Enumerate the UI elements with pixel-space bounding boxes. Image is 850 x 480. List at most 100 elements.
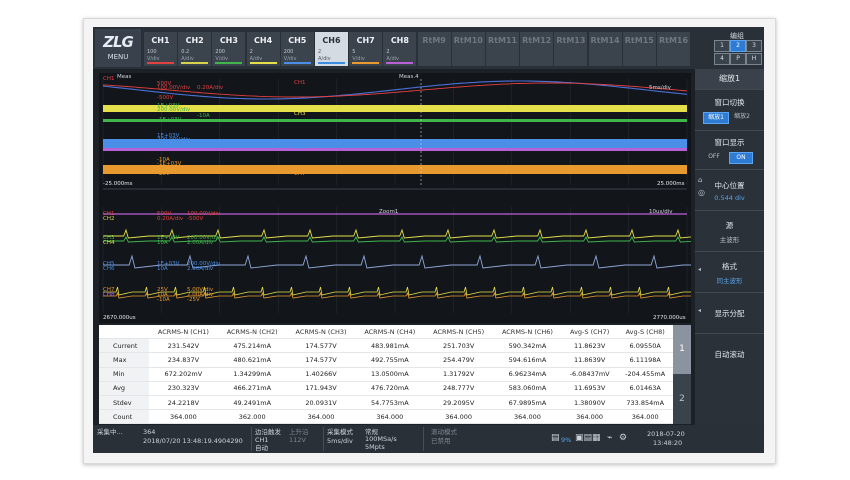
display-on-option[interactable]: ON [729, 152, 753, 164]
channel-button-ch3[interactable]: CH3 200 V/div [211, 32, 246, 66]
table-pager: 1 2 [673, 325, 691, 424]
source-section[interactable]: 源 主波形 [695, 210, 764, 251]
channel-button-rtm12[interactable]: RtM12 [519, 32, 554, 66]
group-button-1[interactable]: 1 [714, 40, 730, 52]
table-cell: 364.000 [493, 409, 562, 425]
center-position-value: 0.544 div [714, 194, 745, 202]
acq-mode-label[interactable]: 采集模式 [327, 428, 353, 436]
center-position-section[interactable]: ⌂ ◎ 中心位置 0.544 div [695, 169, 764, 210]
trigger-type[interactable]: 边沿触发 [255, 428, 281, 436]
channel-button-rtm14[interactable]: RtM14 [587, 32, 622, 66]
main-ch7-scale-label: -25V [157, 171, 170, 177]
format-section[interactable]: ◂ 格式 同主波形 [695, 251, 764, 292]
display-split-section[interactable]: ◂ 显示分配 [695, 292, 764, 333]
table-cell: 364.000 [561, 409, 618, 425]
menu-button[interactable]: ZLG MENU [95, 29, 141, 67]
channel-button-rtm15[interactable]: RtM15 [621, 32, 656, 66]
row-label: Count [99, 409, 149, 425]
channel-button-ch6[interactable]: CH6 2 A/div [314, 32, 348, 66]
table-cell: 13.0500mA [355, 367, 425, 382]
table-cell: 11.8623V [561, 338, 618, 354]
table-cell: 6.96234mA [493, 367, 562, 382]
display-off-option[interactable]: OFF [708, 153, 720, 160]
main-trace-name: CH5 [103, 141, 115, 147]
scroll-mode-value: 已禁用 [431, 437, 451, 445]
group-label: 编组 [730, 32, 744, 40]
table-cell: -6.08437mV [561, 367, 618, 382]
channel-button-rtm10[interactable]: RtM10 [450, 32, 485, 66]
zoom-bot-scale-label: -25V [187, 297, 200, 303]
channel-unit: A/div [318, 56, 331, 62]
main-ch1-scale-label: -500V [157, 95, 174, 101]
table-header-cell [99, 325, 149, 340]
main-ch1-scale-label: 0.20A/div [197, 85, 224, 91]
table-cell: 11.6953V [561, 381, 618, 396]
table-cell: 174.577V [286, 352, 356, 368]
page-1-button[interactable]: 1 [673, 325, 691, 374]
row-label: Max [99, 352, 149, 368]
main-ch3-scale-label: -10A [197, 113, 210, 119]
normal-label: 常规 [365, 428, 378, 436]
channel-button-rtm9[interactable]: RtM9 [416, 32, 451, 66]
main-ch7-scale-label: -10A [157, 157, 170, 163]
zoom-top-scale-label: 100.00V/div [187, 211, 221, 217]
rise-value: 112V [289, 436, 306, 444]
channel-unit: A/div [181, 56, 194, 62]
channel-scale: 2 [318, 49, 322, 55]
status-time: 13:48:20 [653, 439, 683, 447]
channel-button-ch4[interactable]: CH4 2 A/div [245, 32, 280, 66]
group-button-2[interactable]: 2 [730, 40, 746, 52]
table-cell: 6.09550A [617, 338, 673, 354]
table-cell: 49.2491mA [217, 395, 287, 411]
channel-button-ch2[interactable]: CH2 0.2 A/div [177, 32, 212, 66]
channel-name: CH5 [288, 36, 307, 45]
table-cell: 492.755mA [355, 352, 425, 368]
waveform-display[interactable]: Meas Meas.4 5ms/div -25.000ms 25.000ms 5… [99, 73, 742, 323]
table-header-cell: ACRMS-N (CH2) [217, 325, 287, 340]
auto-scroll-section[interactable]: 自动滚动 [695, 333, 764, 374]
ch3-trace-band [103, 105, 687, 112]
table-cell: 364.000 [286, 409, 356, 425]
table-row: Current 231.542V 475.214mA 174.577V 483.981m… [99, 338, 673, 354]
zoom-left-time: 2670.000us [103, 315, 136, 321]
zoom-trace-name: CH1 [103, 211, 115, 217]
table-header-cell: Avg-S (CH7) [561, 325, 618, 340]
zoom-trace-name: CH7 [103, 287, 115, 293]
channel-button-ch1[interactable]: CH1 100 V/div [143, 32, 177, 66]
display-split-label: 显示分配 [714, 309, 745, 318]
group-button-3[interactable]: 3 [746, 40, 762, 52]
zoom2-option[interactable]: 缩放2 [734, 113, 750, 120]
channel-name: RtM11 [487, 36, 518, 45]
window-display-section[interactable]: 窗口显示 OFF ON [695, 130, 764, 169]
channel-button-rtm11[interactable]: RtM11 [485, 32, 519, 66]
table-cell: 234.837V [148, 352, 218, 368]
status-date: 2018-07-20 [647, 430, 685, 438]
center-position-label: 中心位置 [714, 181, 745, 190]
channel-name: CH7 [356, 36, 375, 45]
panel-title: 缩放1 [695, 69, 764, 89]
zoom-low-scale-label: 200.00V/div [187, 261, 221, 267]
table-cell: 475.214mA [217, 338, 287, 354]
table-cell: 6.11198A [617, 352, 673, 368]
table-cell: 6.01463A [617, 381, 673, 396]
table-cell: 362.000 [217, 409, 287, 425]
group-button-p[interactable]: P [730, 53, 746, 65]
window-switch-section[interactable]: 窗口切换 缩放1 缩放2 [695, 89, 764, 130]
zlg-logo-icon: ZLG [103, 33, 134, 51]
row-label: Min [99, 367, 149, 382]
group-button-4[interactable]: 4 [714, 53, 730, 65]
row-label: Avg [99, 381, 149, 396]
ch2-sine-trace [102, 82, 688, 98]
zoom-trace-name: CH2 [103, 216, 115, 222]
zoom1-option[interactable]: 缩放1 [703, 112, 729, 124]
menu-label: MENU [107, 53, 129, 61]
channel-button-ch7[interactable]: CH7 5 V/div [348, 32, 383, 66]
channel-button-ch8[interactable]: CH8 2 A/div [382, 32, 417, 66]
zoom-right-time: 2770.000us [653, 315, 686, 321]
zoom-bot-scale-label: 2.00A/div [187, 292, 214, 298]
channel-button-rtm16[interactable]: RtM16 [656, 32, 690, 66]
channel-button-rtm13[interactable]: RtM13 [553, 32, 588, 66]
channel-button-ch5[interactable]: CH5 200 V/div [279, 32, 314, 66]
group-button-h[interactable]: H [746, 53, 762, 65]
page-2-button[interactable]: 2 [679, 394, 685, 404]
